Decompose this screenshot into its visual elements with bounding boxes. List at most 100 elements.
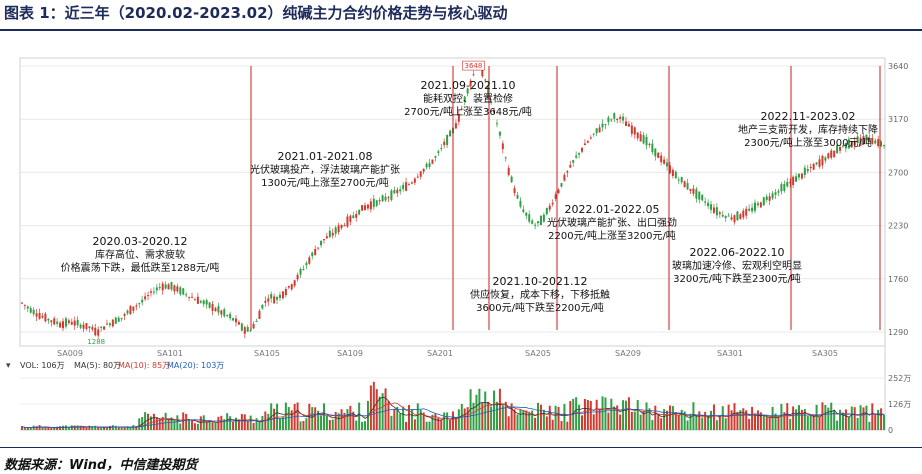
candle-body xyxy=(545,207,548,215)
volume-bar xyxy=(847,417,850,430)
candle-body xyxy=(853,141,856,146)
volume-bar xyxy=(510,403,513,430)
x-tick-label: SA201 xyxy=(427,349,453,358)
candle-body xyxy=(393,189,396,194)
volume-bar xyxy=(663,409,666,430)
candle-body xyxy=(856,136,859,144)
candle-body xyxy=(249,329,252,331)
event-annotation: 2022.11-2023.02地产三支箭开发，库存持续下降2300元/吨上涨至3… xyxy=(738,110,878,149)
candle-body xyxy=(815,162,818,165)
candle-body xyxy=(91,327,94,330)
volume-bar xyxy=(592,414,595,430)
candle-body xyxy=(50,320,53,323)
candle-body xyxy=(572,160,575,163)
volume-bar xyxy=(759,412,762,430)
event-text: 光伏玻璃产能扩张、出口强劲 xyxy=(547,216,677,229)
volume-bar xyxy=(126,426,129,430)
candle-body xyxy=(120,317,123,319)
volume-bar xyxy=(583,398,586,430)
volume-bar xyxy=(733,403,736,430)
candle-body xyxy=(616,119,619,121)
volume-bar xyxy=(504,401,507,430)
volume-bar xyxy=(856,417,859,430)
volume-bar xyxy=(284,402,287,430)
volume-bar xyxy=(563,404,566,430)
volume-bar xyxy=(85,427,88,430)
candle-body xyxy=(232,318,235,321)
volume-bar xyxy=(246,421,249,430)
volume-bar xyxy=(756,410,759,430)
candle-body xyxy=(589,137,592,139)
candle-body xyxy=(680,177,683,183)
volume-bar xyxy=(525,410,528,430)
volume-legend-item: MA(10): 85万 xyxy=(118,361,170,370)
candle-body xyxy=(583,143,586,146)
candle-body xyxy=(410,182,413,184)
candle-body xyxy=(718,212,721,215)
candle-body xyxy=(601,123,604,128)
volume-bar xyxy=(41,427,44,430)
candle-body xyxy=(754,202,757,211)
volume-bar xyxy=(44,426,47,430)
volume-bar xyxy=(97,427,100,430)
candle-body xyxy=(419,171,422,177)
candle-body xyxy=(440,148,443,150)
candle-body xyxy=(710,204,713,210)
candle-body xyxy=(346,216,349,227)
candle-body xyxy=(170,282,173,290)
volume-bar xyxy=(698,411,701,430)
candle-body xyxy=(152,291,155,293)
candle-body xyxy=(733,215,736,223)
candle-body xyxy=(686,183,689,190)
candle-body xyxy=(273,296,276,304)
candle-body xyxy=(317,247,320,249)
volume-bar xyxy=(396,406,399,430)
volume-bar xyxy=(619,414,622,430)
volume-bar xyxy=(47,427,50,430)
candle-body xyxy=(369,201,372,210)
candle-body xyxy=(630,125,633,134)
candle-body xyxy=(41,315,44,318)
candle-body xyxy=(610,119,613,121)
candle-body xyxy=(199,301,202,303)
volume-legend-item: MA(20): 103万 xyxy=(167,361,224,370)
volume-bar xyxy=(158,418,161,430)
volume-bar xyxy=(871,403,874,430)
candle-body xyxy=(246,327,249,332)
candle-body xyxy=(126,310,129,314)
candle-body xyxy=(340,224,343,228)
volume-bar xyxy=(475,394,478,430)
candle-body xyxy=(501,143,504,150)
candle-body xyxy=(695,189,698,199)
candle-body xyxy=(874,140,877,144)
candle-body xyxy=(208,302,211,308)
x-tick-label: SA205 xyxy=(525,349,551,358)
candle-body xyxy=(839,146,842,151)
volume-bar xyxy=(138,418,141,430)
candle-body xyxy=(302,268,305,270)
event-text: 供应恢复，成本下移，下移抵触 xyxy=(470,288,610,301)
high-price-marker xyxy=(462,60,485,71)
volume-bar xyxy=(305,418,308,430)
volume-bar xyxy=(167,419,170,430)
volume-bar xyxy=(352,411,355,430)
candle-body xyxy=(334,227,337,234)
volume-bar xyxy=(724,418,727,430)
candle-body xyxy=(59,322,62,328)
volume-bar xyxy=(387,401,390,430)
volume-tick-label: 252万 xyxy=(888,374,911,383)
low-price-label: 1288 xyxy=(87,338,105,346)
volume-bar xyxy=(578,404,581,430)
candle-body xyxy=(349,215,352,222)
candle-body xyxy=(67,320,70,323)
volume-bar xyxy=(399,413,402,430)
volume-bar xyxy=(384,388,387,430)
candle-body xyxy=(627,123,630,127)
candle-body xyxy=(64,318,67,327)
candle-body xyxy=(167,284,170,290)
volume-bar xyxy=(369,385,372,430)
volume-bar xyxy=(320,415,323,430)
candle-body xyxy=(179,287,182,295)
candle-body xyxy=(748,208,751,211)
